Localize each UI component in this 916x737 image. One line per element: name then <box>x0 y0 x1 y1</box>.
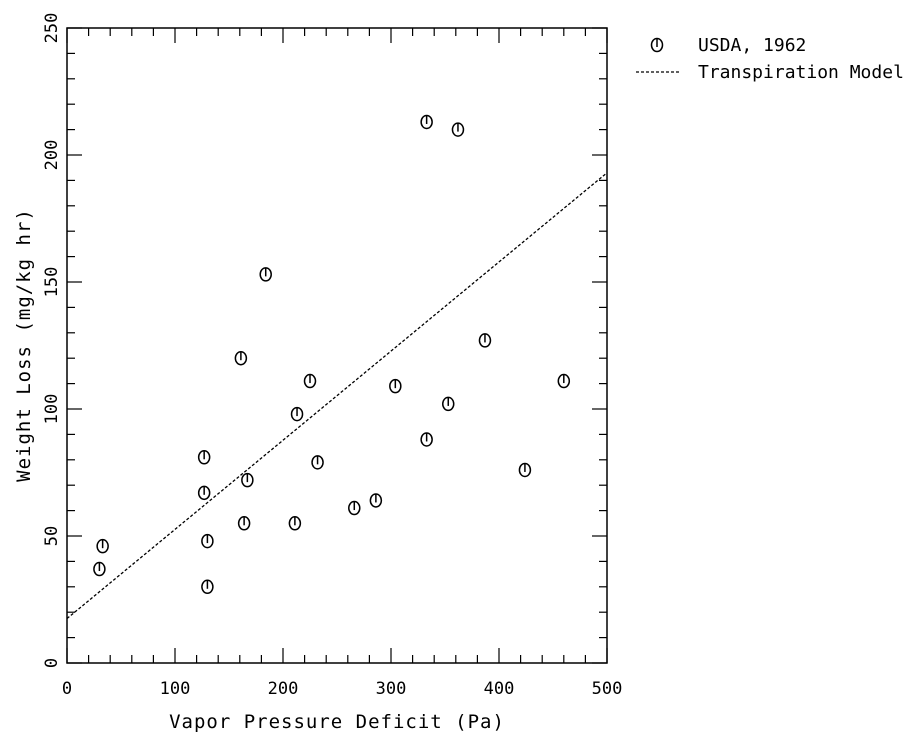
x-tick-label: 100 <box>160 679 191 699</box>
data-point <box>441 396 455 412</box>
axis-ticks <box>66 27 608 664</box>
transpiration-model-series <box>66 172 608 620</box>
data-point <box>311 455 324 470</box>
model-line <box>66 172 608 620</box>
data-point <box>369 493 383 508</box>
data-point <box>420 114 433 130</box>
axis-tick-labels: 0 100 200 300 400 500 0 50 100 150 200 250 <box>42 13 622 699</box>
data-point <box>478 333 492 348</box>
data-point <box>348 500 361 516</box>
data-point <box>93 561 106 577</box>
data-point <box>241 472 254 488</box>
data-point <box>201 579 214 595</box>
data-point <box>420 432 433 447</box>
data-point <box>518 462 532 478</box>
y-tick-label: 250 <box>42 13 62 44</box>
x-tick-label: 300 <box>376 679 407 699</box>
x-tick-label: 0 <box>62 679 72 699</box>
data-point <box>288 516 302 531</box>
legend-label-model: Transpiration Model <box>698 62 904 83</box>
x-tick-label: 200 <box>268 679 299 699</box>
x-tick-label: 400 <box>484 679 515 699</box>
data-point <box>259 267 272 282</box>
data-point <box>201 533 214 549</box>
data-point <box>197 485 211 501</box>
data-point <box>96 538 109 554</box>
plot-frame <box>66 27 608 664</box>
data-point <box>557 373 571 389</box>
y-tick-label: 50 <box>42 526 62 546</box>
y-tick-label: 0 <box>42 658 62 668</box>
data-point <box>290 406 304 422</box>
data-point <box>451 122 465 137</box>
data-point <box>237 516 251 531</box>
data-point <box>389 378 402 394</box>
y-tick-label: 150 <box>42 267 62 298</box>
data-point <box>197 450 211 465</box>
legend: USDA, 1962 Transpiration Model <box>636 35 904 83</box>
x-axis-title: Vapor Pressure Deficit (Pa) <box>169 711 505 733</box>
y-tick-label: 100 <box>42 394 62 425</box>
usda-1962-series <box>93 114 571 595</box>
data-point <box>303 373 317 389</box>
data-point <box>234 350 248 366</box>
legend-marker-usda <box>650 37 664 53</box>
y-axis-title: Weight Loss (mg/kg hr) <box>13 208 35 482</box>
legend-label-usda: USDA, 1962 <box>698 35 806 56</box>
y-tick-label: 200 <box>42 140 62 171</box>
x-tick-label: 500 <box>592 679 623 699</box>
